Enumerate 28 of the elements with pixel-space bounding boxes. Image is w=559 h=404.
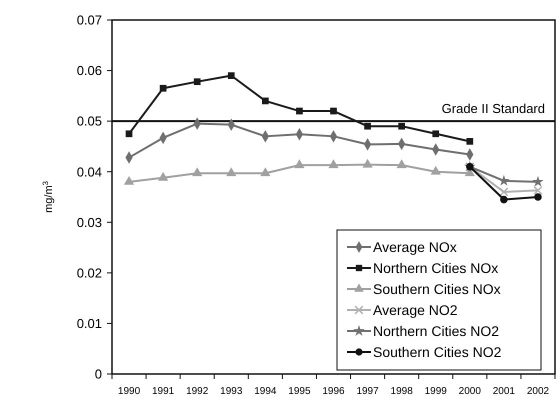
legend-label: Average NOx — [373, 238, 457, 255]
x-tick-label: 1992 — [186, 386, 209, 397]
x-tick-label: 1999 — [424, 386, 448, 397]
x-tick-label: 1998 — [390, 386, 414, 397]
legend-label: Average NO2 — [373, 302, 458, 318]
x-tick-label: 1997 — [356, 386, 380, 397]
x-tick-label: 2001 — [492, 386, 516, 397]
legend-label: Southern Cities NOx — [373, 280, 501, 297]
x-tick-label: 1993 — [220, 386, 243, 397]
ref-line-label: Grade II Standard — [442, 101, 545, 116]
x-tick-label: 1994 — [254, 386, 277, 397]
legend-label: Northern Cities NOx — [373, 260, 498, 276]
y-tick-label: 0.07 — [76, 12, 102, 28]
x-tick-label: 2002 — [526, 386, 550, 397]
y-tick-label: 0.03 — [76, 214, 102, 230]
y-tick-label: 0.05 — [76, 114, 102, 129]
y-tick-label: 0 — [94, 366, 102, 382]
y-tick-label: 0.02 — [76, 265, 102, 280]
y-tick-label: 0.04 — [76, 164, 102, 180]
x-tick-label: 1995 — [288, 386, 311, 397]
legend-label: Southern Cities NO2 — [373, 344, 502, 360]
x-tick-label: 1991 — [152, 386, 175, 397]
y-tick-label: 0.01 — [76, 316, 102, 331]
legend-label: Northern Cities NO2 — [373, 322, 500, 339]
x-tick-label: 1996 — [322, 386, 346, 397]
x-tick-label: 2000 — [458, 386, 482, 397]
x-tick-label: 1990 — [118, 386, 141, 397]
y-tick-label: 0.06 — [76, 63, 102, 78]
